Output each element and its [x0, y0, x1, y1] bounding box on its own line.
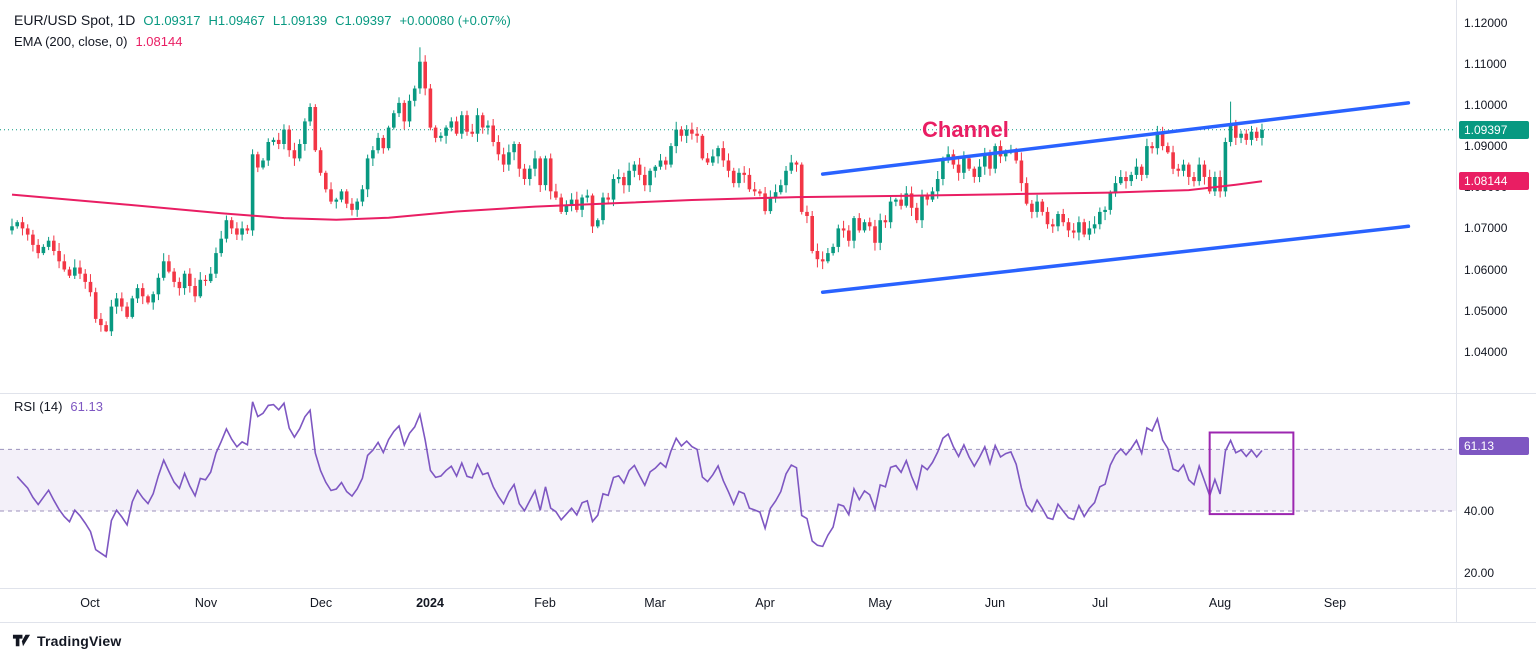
time-tick: Jul: [1092, 596, 1108, 610]
time-tick: Sep: [1323, 596, 1347, 610]
time-tick: Apr: [755, 596, 775, 610]
price-axis-badge: 1.08144: [1459, 172, 1529, 190]
price-change: +0.00080 (+0.07%): [399, 13, 511, 28]
legend: EUR/USD Spot, 1D O1.09317 H1.09467 L1.09…: [14, 12, 511, 56]
ema-legend-title[interactable]: EMA (200, close, 0): [14, 34, 128, 49]
price-tick: 1.09000: [1464, 139, 1508, 153]
price-tick: 1.12000: [1464, 16, 1508, 30]
rsi-tick: 20.00: [1464, 566, 1495, 580]
time-tick: Oct: [80, 596, 100, 610]
time-axis[interactable]: Oct Nov Dec 2024 Feb Mar Apr May Jun Jul Aug Sep: [0, 589, 1456, 622]
brand-name: TradingView: [37, 632, 122, 649]
ema-line: [11, 180, 1263, 221]
time-tick: Dec: [309, 596, 333, 610]
symbol-title[interactable]: EUR/USD Spot, 1D: [14, 12, 136, 28]
rsi-line: [16, 401, 1263, 559]
price-tick: 1.04000: [1464, 345, 1508, 359]
tradingview-logo-icon: [12, 631, 31, 650]
channel-lower-line[interactable]: [820, 224, 1411, 294]
ohlc-low: L1.09139: [272, 13, 328, 28]
price-tick: 1.05000: [1464, 304, 1508, 318]
time-axis-divider: [0, 588, 1536, 589]
bottom-toolbar: TradingView: [0, 622, 1536, 658]
tradingview-logo-link[interactable]: TradingView: [12, 631, 121, 650]
price-axis-badge: 1.09397: [1459, 121, 1529, 139]
rsi-highlight-box[interactable]: [1208, 431, 1295, 516]
price-tick: 1.10000: [1464, 98, 1508, 112]
time-tick: Mar: [644, 596, 666, 610]
ema-legend-row: EMA (200, close, 0) 1.08144: [14, 34, 511, 56]
price-tick: 1.07000: [1464, 221, 1508, 235]
rsi-tick: 40.00: [1464, 504, 1495, 518]
rsi-band: [0, 449, 1456, 511]
time-tick: Aug: [1208, 596, 1232, 610]
pane-divider[interactable]: [0, 393, 1536, 394]
rsi-axis-badge: 61.13: [1459, 437, 1529, 455]
channel-annotation[interactable]: Channel: [922, 117, 1009, 142]
channel-upper-line[interactable]: [820, 101, 1411, 176]
symbol-legend-row: EUR/USD Spot, 1D O1.09317 H1.09467 L1.09…: [14, 12, 511, 34]
time-tick: Nov: [194, 596, 218, 610]
time-tick: 2024: [416, 596, 444, 610]
ohlc-close: C1.09397: [335, 13, 392, 28]
rsi-legend-title[interactable]: RSI (14): [14, 399, 63, 414]
price-tick: 1.11000: [1464, 57, 1507, 71]
chart-canvas[interactable]: Channel: [0, 0, 1536, 622]
ema-legend-value: 1.08144: [135, 34, 183, 49]
rsi-legend-value: 61.13: [70, 399, 103, 414]
ohlc-open: O1.09317: [143, 13, 201, 28]
time-tick: May: [868, 596, 892, 610]
price-axis[interactable]: 1.120001.110001.100001.090001.080001.070…: [1456, 0, 1536, 622]
time-tick: Jun: [984, 596, 1006, 610]
price-tick: 1.06000: [1464, 263, 1508, 277]
rsi-legend: RSI (14) 61.13: [14, 399, 103, 414]
time-tick: Feb: [534, 596, 556, 610]
ohlc-high: H1.09467: [208, 13, 265, 28]
